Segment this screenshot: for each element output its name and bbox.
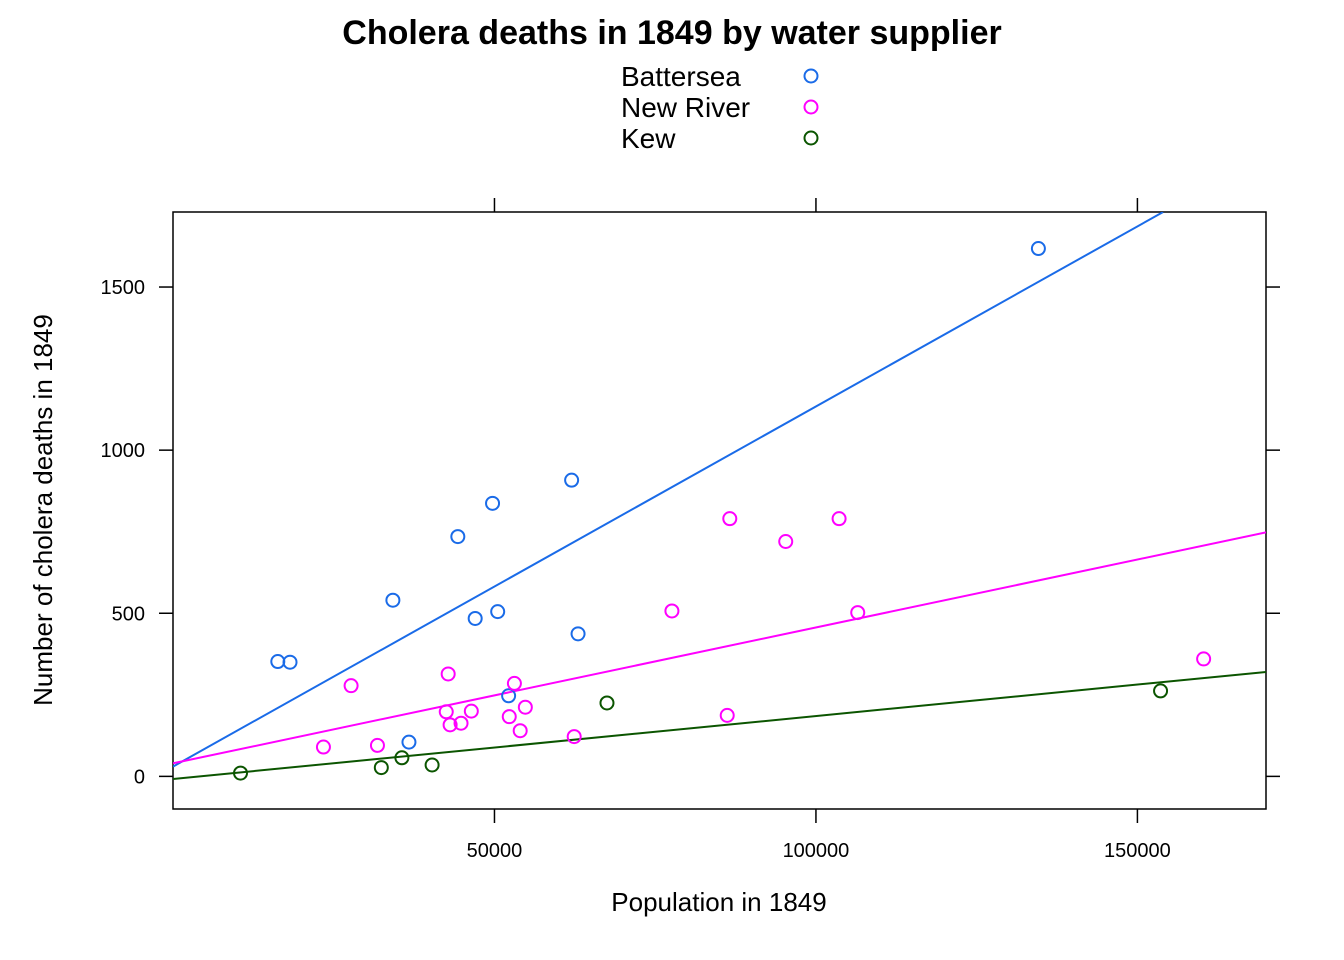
legend-marker-kew [803, 130, 819, 146]
point-new-river [453, 715, 469, 731]
data-points [233, 241, 1212, 781]
point-new-river [438, 704, 454, 720]
point-new-river [719, 707, 735, 723]
fit-line-new-river [173, 531, 1266, 765]
point-new-river [1196, 651, 1212, 667]
point-new-river [664, 603, 680, 619]
point-new-river [315, 739, 331, 755]
point-new-river [506, 675, 522, 691]
point-new-river [722, 511, 738, 527]
point-kew [394, 750, 410, 766]
point-new-river [831, 511, 847, 527]
point-new-river [517, 699, 533, 715]
plot-area: 50000 100000 150000 0 500 1000 1500 [101, 198, 1280, 862]
point-battersea [282, 654, 298, 670]
x-tick-label: 150000 [1104, 840, 1171, 862]
fit-line-kew [173, 670, 1266, 780]
point-kew [424, 757, 440, 773]
x-axis-label: Population in 1849 [611, 887, 826, 917]
point-battersea [485, 495, 501, 511]
point-kew [233, 765, 249, 781]
point-kew [373, 760, 389, 776]
point-battersea [490, 604, 506, 620]
point-new-river [442, 717, 458, 733]
point-battersea [450, 529, 466, 545]
point-battersea [385, 592, 401, 608]
point-new-river [369, 737, 385, 753]
fit-line-battersea [173, 212, 1164, 768]
plot-frame [172, 211, 1267, 810]
x-tick-label: 100000 [783, 840, 850, 862]
point-battersea [270, 654, 286, 670]
chart-title: Cholera deaths in 1849 by water supplier [342, 14, 1001, 52]
point-new-river [501, 709, 517, 725]
legend-label-kew: Kew [621, 123, 676, 154]
point-new-river [512, 723, 528, 739]
y-tick-label: 500 [112, 603, 145, 625]
x-tick-label: 50000 [467, 840, 523, 862]
point-battersea [467, 610, 483, 626]
point-battersea [1030, 241, 1046, 257]
y-tick-label: 0 [134, 766, 145, 788]
point-new-river [778, 533, 794, 549]
point-new-river [440, 666, 456, 682]
point-new-river [850, 605, 866, 621]
point-battersea [501, 688, 517, 704]
legend-marker-battersea [803, 68, 819, 84]
y-tick-label: 1500 [101, 277, 146, 299]
legend-label-battersea: Battersea [621, 61, 741, 92]
legend-marker-new-river [803, 99, 819, 115]
point-battersea [401, 734, 417, 750]
legend-label-new-river: New River [621, 92, 750, 123]
y-axis-label: Number of cholera deaths in 1849 [28, 314, 58, 706]
point-battersea [570, 626, 586, 642]
point-battersea [564, 472, 580, 488]
point-kew [599, 695, 615, 711]
point-new-river [463, 703, 479, 719]
point-new-river [566, 729, 582, 745]
axis-ticks: 50000 100000 150000 0 500 1000 1500 [101, 198, 1280, 862]
fit-lines [173, 212, 1266, 780]
point-kew [1153, 683, 1169, 699]
point-new-river [343, 678, 359, 694]
y-tick-label: 1000 [101, 440, 146, 462]
